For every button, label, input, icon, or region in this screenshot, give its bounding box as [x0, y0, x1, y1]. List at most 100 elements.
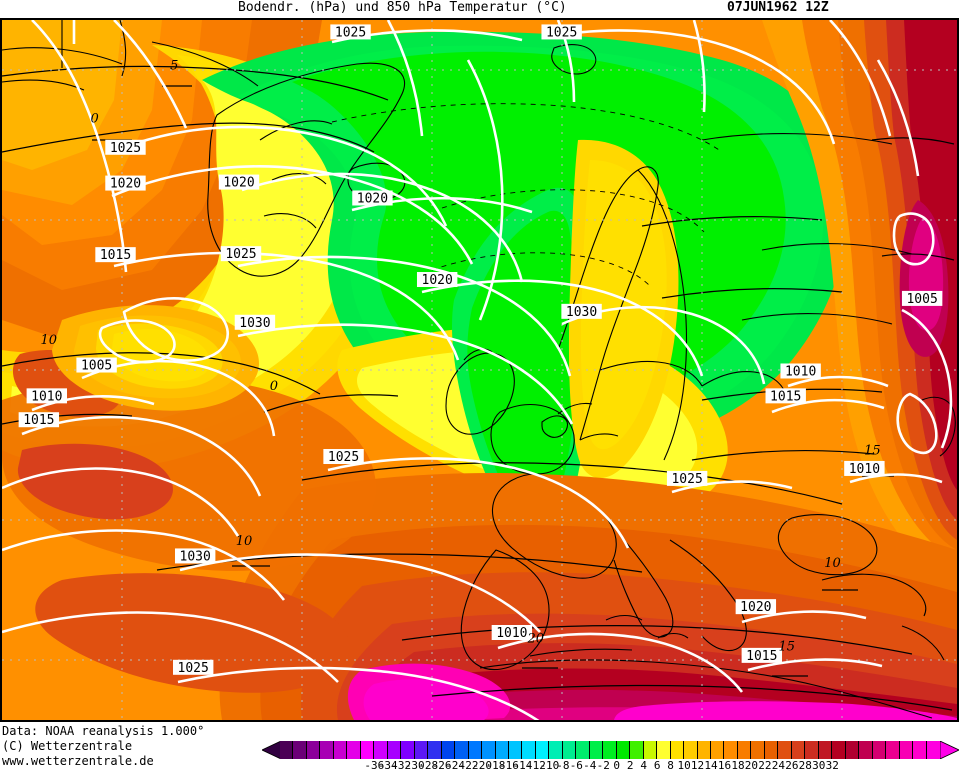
color-scale-tick: 6	[653, 759, 661, 772]
isobar-label-text: 1015	[100, 248, 131, 263]
color-scale-tick: 14	[704, 759, 718, 772]
isobar-label-text: 1020	[357, 191, 388, 206]
isobar-label-text: 1005	[81, 359, 112, 374]
color-scale-cell	[280, 741, 294, 759]
color-scale-cell	[818, 741, 833, 759]
isotherm-label-text: 0	[270, 379, 278, 394]
isobar-label-text: 1010	[785, 364, 816, 379]
color-scale-cell	[737, 741, 752, 759]
color-scale[interactable]: -36 -34 -32 -30 -28 -26 -24 -22 -20 -18 -16 -14 -12-…	[262, 741, 959, 773]
isobar-label-text: 1025	[671, 472, 702, 487]
isotherm-label-text: 15	[864, 444, 881, 459]
isotherm-label-text: 10	[41, 333, 58, 348]
color-scale-cell	[482, 741, 496, 759]
isobar-label-text: 1025	[328, 450, 359, 465]
color-scale-cell	[630, 741, 644, 759]
map-frame[interactable]: 1025 1020 1020 1025 1020 1025 1015 1025 1020 1030…	[0, 18, 959, 722]
isobar-label-chip	[735, 599, 777, 615]
isobar-label-text: 1025	[110, 141, 141, 156]
temperature-field	[2, 20, 957, 720]
color-scale-cell	[387, 741, 402, 759]
isobar-label-text: 1015	[746, 649, 777, 664]
color-scale-cell	[886, 741, 900, 759]
credit-line-data: Data: NOAA reanalysis 1.000°	[2, 724, 205, 738]
isobar-label-text: 1010	[31, 389, 62, 404]
color-scale-tick: 0	[613, 759, 621, 772]
color-scale-cell	[374, 741, 388, 759]
isobar-label-text: 1025	[546, 25, 577, 40]
color-scale-cell	[306, 741, 321, 759]
isobar-label-text: 1025	[178, 661, 209, 676]
color-scale-cell	[603, 741, 617, 759]
color-scale-tick: -12	[525, 759, 546, 772]
isobar-label-chip	[901, 290, 943, 306]
isotherm-label-text: 20	[526, 631, 544, 646]
color-scale-cell	[441, 741, 456, 759]
color-scale-cell	[711, 741, 725, 759]
isobar-label-chip	[26, 388, 68, 404]
color-scale-cell	[670, 741, 685, 759]
isobar-label-text: 1030	[239, 316, 270, 331]
color-scale-tick: 10	[677, 759, 691, 772]
isobar-label-chip	[352, 190, 393, 206]
color-scale-left-arrow	[262, 741, 281, 759]
color-scale-cell	[913, 741, 927, 759]
isobar-label-text: 1010	[496, 626, 527, 641]
isobar-label-text: 1010	[849, 462, 880, 477]
color-scale-tick: 22	[758, 759, 772, 772]
isobar-label-text: 1005	[906, 292, 937, 307]
color-scale-cell	[899, 741, 914, 759]
color-scale-cell	[414, 741, 429, 759]
color-scale-tick: -8	[556, 759, 570, 772]
isobar-label-text: 1020	[110, 177, 141, 192]
color-scale-cell	[697, 741, 711, 759]
color-scale-tick: 30	[812, 759, 826, 772]
color-scale-right-arrow	[940, 741, 959, 759]
color-scale-tick: 18	[731, 759, 745, 772]
isobar-label-chip	[220, 246, 262, 262]
color-scale-cell	[455, 741, 469, 759]
color-scale-cell	[657, 741, 671, 759]
color-scale-tick: -36	[364, 759, 385, 772]
color-scale-cell	[401, 741, 415, 759]
color-scale-cell	[428, 741, 442, 759]
isobar-label-text: 1030	[180, 549, 211, 564]
isobar-label-chip	[218, 174, 260, 190]
isobar-label-chip	[105, 175, 146, 191]
isobar-label-text: 1015	[770, 389, 801, 404]
color-scale-tick: -14	[512, 759, 533, 772]
isotherm-label-text: 5	[170, 59, 178, 74]
color-scale-cell	[859, 741, 873, 759]
color-scale-cell	[778, 741, 792, 759]
isobar-label-chip	[76, 357, 117, 373]
color-scale-cell	[684, 741, 698, 759]
isobar-label-chip	[174, 548, 216, 564]
isobar-label-chip	[765, 388, 806, 404]
color-scale-tick-labels: -36 -34 -32 -30 -28 -26 -24 -22 -20 -18 -16 -14 -12-…	[262, 759, 959, 773]
color-scale-tick: 16	[717, 759, 732, 772]
isobar-label-chip	[105, 139, 146, 155]
color-scale-cell	[791, 741, 806, 759]
color-scale-tick: -16	[499, 759, 519, 772]
color-scale-cell	[751, 741, 765, 759]
isobar-label-text: 1015	[23, 413, 54, 428]
color-scale-cell	[347, 741, 361, 759]
isobar-label-chip	[234, 314, 276, 330]
isobar-label-text: 1020	[422, 273, 453, 288]
color-scale-tick: -28	[418, 759, 439, 772]
color-scale-cell	[926, 741, 940, 759]
color-scale-tick: 24	[771, 759, 785, 772]
isobar-label-chip	[95, 247, 136, 263]
isobar-label-chip	[18, 412, 60, 428]
isotherm-label-text: 15	[778, 639, 795, 654]
color-scale-cell	[805, 741, 819, 759]
isobar-label-chip	[491, 625, 533, 640]
color-scale-tick: -10	[539, 759, 560, 772]
isobar-label-text: 1025	[225, 247, 256, 262]
color-scale-cell	[643, 741, 658, 759]
isotherm-label-text: 0	[90, 111, 98, 126]
isobar-label-chip	[741, 647, 783, 663]
color-scale-strip	[280, 741, 940, 759]
